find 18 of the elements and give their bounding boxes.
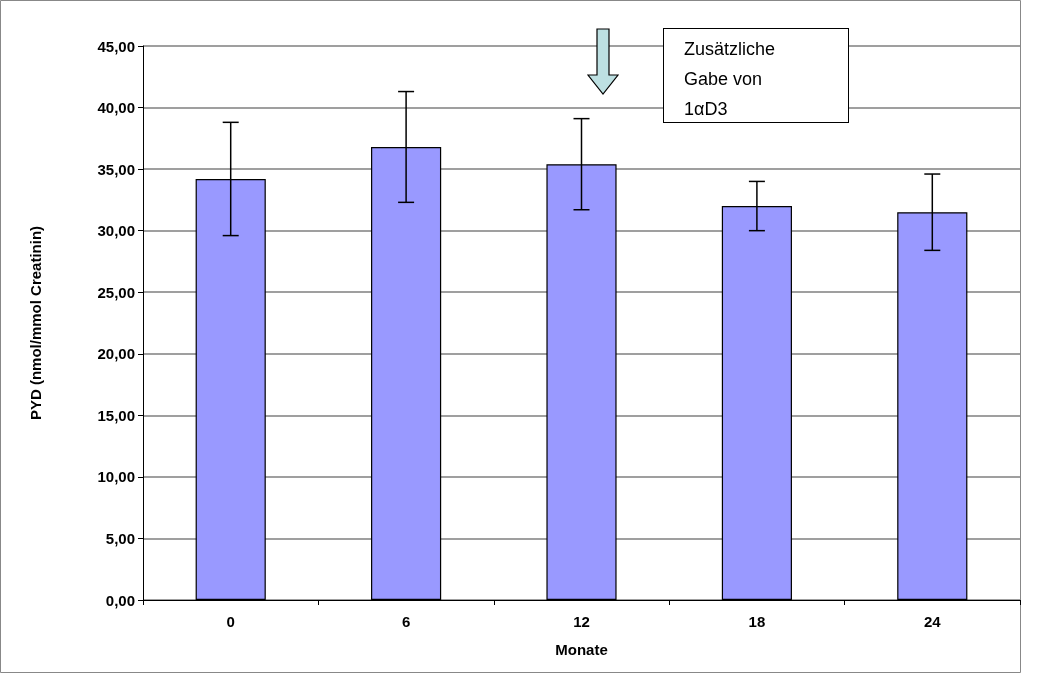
x-tick-label: 12 — [573, 613, 590, 630]
x-tick-label: 24 — [923, 613, 942, 630]
y-tick-label: 10,00 — [97, 468, 135, 486]
x-axis-title: Monate — [555, 641, 608, 658]
x-tick-label: 18 — [748, 613, 766, 630]
y-tick-label: 5,00 — [105, 529, 135, 547]
y-tick-label: 0,00 — [105, 591, 135, 609]
note-box: Zusätzliche Gabe von 1αD3 — [663, 28, 849, 123]
y-axis-title: PYD (nmol/mmol Creatinin) — [27, 225, 44, 421]
y-tick-label: 40,00 — [97, 99, 135, 117]
y-tick-label: 45,00 — [97, 37, 135, 55]
y-tick-label: 30,00 — [97, 222, 135, 240]
x-tick-label: 0 — [226, 613, 235, 630]
y-tick-label: 35,00 — [97, 160, 135, 178]
x-tick-label: 6 — [401, 613, 411, 630]
y-tick-label: 25,00 — [97, 283, 135, 301]
y-tick-label: 20,00 — [97, 345, 135, 363]
y-tick-label: 15,00 — [97, 406, 135, 424]
